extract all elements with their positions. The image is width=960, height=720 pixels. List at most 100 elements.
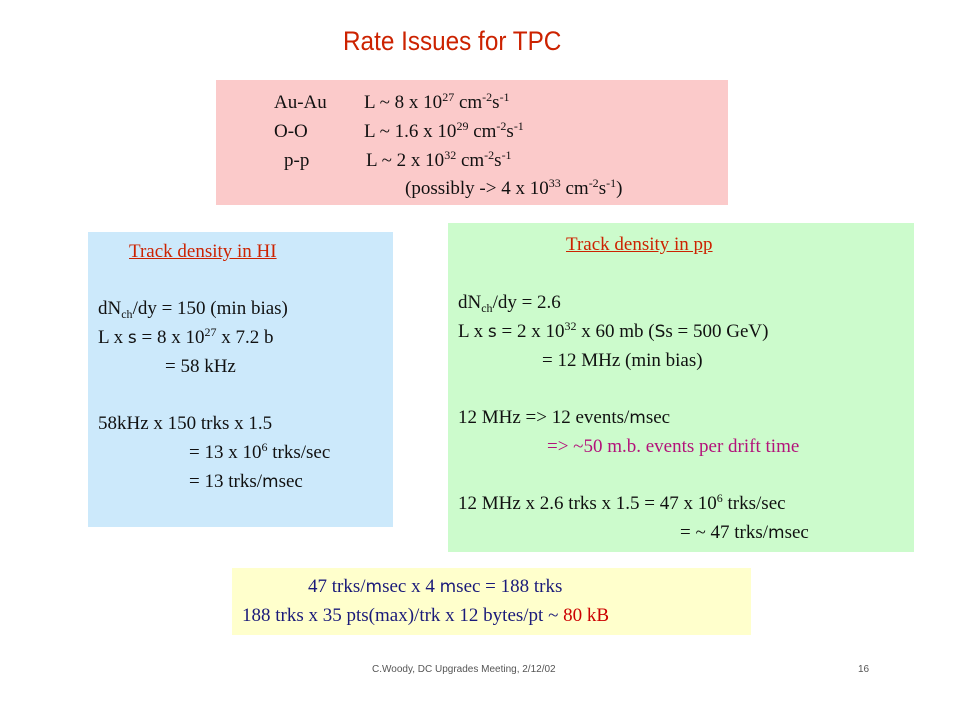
track-rate-exponent: 6: [261, 440, 268, 454]
lx-value: = 2 x 10: [496, 321, 565, 342]
pp-luminosity-cross-section: L x s = 2 x 1032 x 60 mb (Ss = 500 GeV): [458, 319, 769, 343]
lum-unit-exp: -1: [501, 148, 512, 162]
pp-rate: = 12 MHz (min bias): [542, 350, 703, 371]
track-rate-unit: trks/sec: [267, 442, 331, 463]
lum-exponent: 27: [442, 90, 455, 104]
possibly-exponent: 33: [548, 176, 561, 190]
summary-box: 47 trks/msec x 4 msec = 188 trks 188 trk…: [232, 568, 751, 635]
hi-dndy: dNch/dy = 150 (min bias): [98, 298, 288, 320]
lum-system: O-O: [274, 121, 308, 142]
lum-value-pp: L ~ 2 x 1032 cm-2s-1: [366, 148, 512, 172]
lx-text: L x: [98, 327, 128, 348]
hi-heading: Track density in HI: [129, 241, 277, 262]
sigma-symbol: s: [127, 328, 137, 348]
lum-row-pp: p-p: [284, 150, 309, 172]
hi-track-density-box: Track density in HI dNch/dy = 150 (min b…: [88, 232, 393, 527]
lx-cross-section: x 60 mb (: [576, 321, 655, 342]
track-usec-value: = ~ 47 trks/: [680, 522, 769, 543]
dn-text: dN: [458, 292, 482, 313]
pp-track-density-box: Track density in pp dNch/dy = 2.6 L x s …: [448, 223, 914, 552]
lum-unit-exp: -2: [496, 119, 507, 133]
lum-exponent: 29: [456, 119, 469, 133]
lum-value-auau: L ~ 8 x 1027 cm-2s-1: [364, 90, 510, 114]
lum-unit-exp: -1: [499, 90, 510, 104]
lum-exponent: 32: [444, 148, 457, 162]
hi-luminosity-cross-section: L x s = 8 x 1027 x 7.2 b: [98, 325, 274, 349]
lum-value: L ~ 8 x 10: [364, 92, 443, 113]
mu-symbol: m: [262, 472, 279, 492]
lum-unit-exp: -2: [484, 148, 495, 162]
hi-rate: = 58 kHz: [165, 356, 236, 377]
track-calc-unit: trks/sec: [722, 493, 786, 514]
lum-unit: cm: [468, 121, 497, 142]
summary-text: 188 trks x 35 pts(max)/trk x 12 bytes/pt…: [242, 605, 564, 626]
possibly-unit-exp: -1: [606, 176, 617, 190]
track-usec-unit: sec: [278, 471, 303, 492]
lum-value: L ~ 1.6 x 10: [364, 121, 457, 142]
drift-text: 50 m.b. events per drift time: [583, 436, 800, 457]
drift-arrow: => ~: [547, 436, 584, 457]
possibly-unit-exp: -2: [588, 176, 599, 190]
page-number: 16: [858, 664, 870, 675]
summary-line-1: 47 trks/msec x 4 msec = 188 trks: [308, 576, 562, 598]
lum-possibly: (possibly -> 4 x 1033 cm-2s-1): [405, 176, 623, 200]
dn-text: dN: [98, 298, 122, 319]
sqrt-symbol: S: [654, 322, 666, 342]
possibly-text: (possibly -> 4 x 10: [405, 178, 549, 199]
lum-unit: cm: [456, 150, 485, 171]
dn-value: /dy = 150 (min bias): [132, 298, 288, 319]
summary-text: sec x 4: [382, 576, 440, 597]
lum-unit: s: [506, 121, 514, 142]
lx-energy: s = 500 GeV): [665, 321, 769, 342]
footer-text: C.Woody, DC Upgrades Meeting, 2/12/02: [372, 664, 556, 675]
lum-system: p-p: [284, 150, 310, 171]
lum-unit: s: [494, 150, 502, 171]
luminosity-box: Au-Au L ~ 8 x 1027 cm-2s-1 O-O L ~ 1.6 x…: [216, 80, 728, 205]
pp-track-per-usec: = ~ 47 trks/msec: [680, 522, 809, 544]
lum-unit-exp: -1: [513, 119, 524, 133]
track-calc-text: 12 MHz x 2.6 trks x 1.5 = 47 x 10: [458, 493, 717, 514]
hi-track-calc: 58kHz x 150 trks x 1.5: [98, 413, 273, 434]
lx-text: L x: [458, 321, 488, 342]
possibly-unit: s: [598, 178, 607, 199]
mu-symbol: m: [365, 577, 383, 597]
mu-symbol: m: [629, 408, 646, 428]
summary-line-2: 188 trks x 35 pts(max)/trk x 12 bytes/pt…: [242, 605, 609, 627]
sigma-symbol: s: [487, 322, 497, 342]
pp-track-calc: 12 MHz x 2.6 trks x 1.5 = 47 x 106 trks/…: [458, 491, 786, 515]
pp-heading: Track density in pp: [566, 234, 713, 255]
lx-exponent: 32: [564, 319, 577, 333]
track-usec-value: = 13 trks/: [189, 471, 262, 492]
events-unit: sec: [645, 407, 671, 428]
dn-value: /dy = 2.6: [492, 292, 561, 313]
hi-track-per-usec: = 13 trks/msec: [189, 471, 303, 493]
lum-unit-exp: -2: [482, 90, 493, 104]
possibly-close: ): [616, 178, 623, 199]
dn-subscript: ch: [481, 301, 493, 315]
lum-unit: cm: [454, 92, 483, 113]
track-usec-unit: sec: [784, 522, 809, 543]
lum-value: L ~ 2 x 10: [366, 150, 445, 171]
track-calc-exponent: 6: [716, 491, 723, 505]
pp-dndy: dNch/dy = 2.6: [458, 292, 561, 314]
lum-system: Au-Au: [274, 92, 327, 113]
mu-symbol: m: [768, 523, 785, 543]
data-size-value: 80 kB: [563, 605, 610, 626]
dn-subscript: ch: [121, 307, 133, 321]
summary-text: 47 trks/: [308, 576, 366, 597]
summary-text: sec = 188 trks: [456, 576, 563, 597]
mu-symbol: m: [439, 577, 457, 597]
pp-events: 12 MHz => 12 events/msec: [458, 407, 670, 429]
events-text: 12 MHz => 12 events/: [458, 407, 630, 428]
lum-row-oo: O-O: [274, 121, 308, 143]
lx-tail: x 7.2 b: [216, 327, 274, 348]
pp-drift-events: => ~50 m.b. events per drift time: [547, 436, 799, 458]
lx-exponent: 27: [204, 325, 217, 339]
lum-value-oo: L ~ 1.6 x 1029 cm-2s-1: [364, 119, 524, 143]
track-rate-value: = 13 x 10: [189, 442, 262, 463]
lum-row-auau: Au-Au: [274, 92, 327, 114]
lx-value: = 8 x 10: [136, 327, 205, 348]
lum-unit: s: [492, 92, 500, 113]
possibly-unit: cm: [560, 178, 589, 199]
slide-title: Rate Issues for TPC: [343, 26, 562, 56]
